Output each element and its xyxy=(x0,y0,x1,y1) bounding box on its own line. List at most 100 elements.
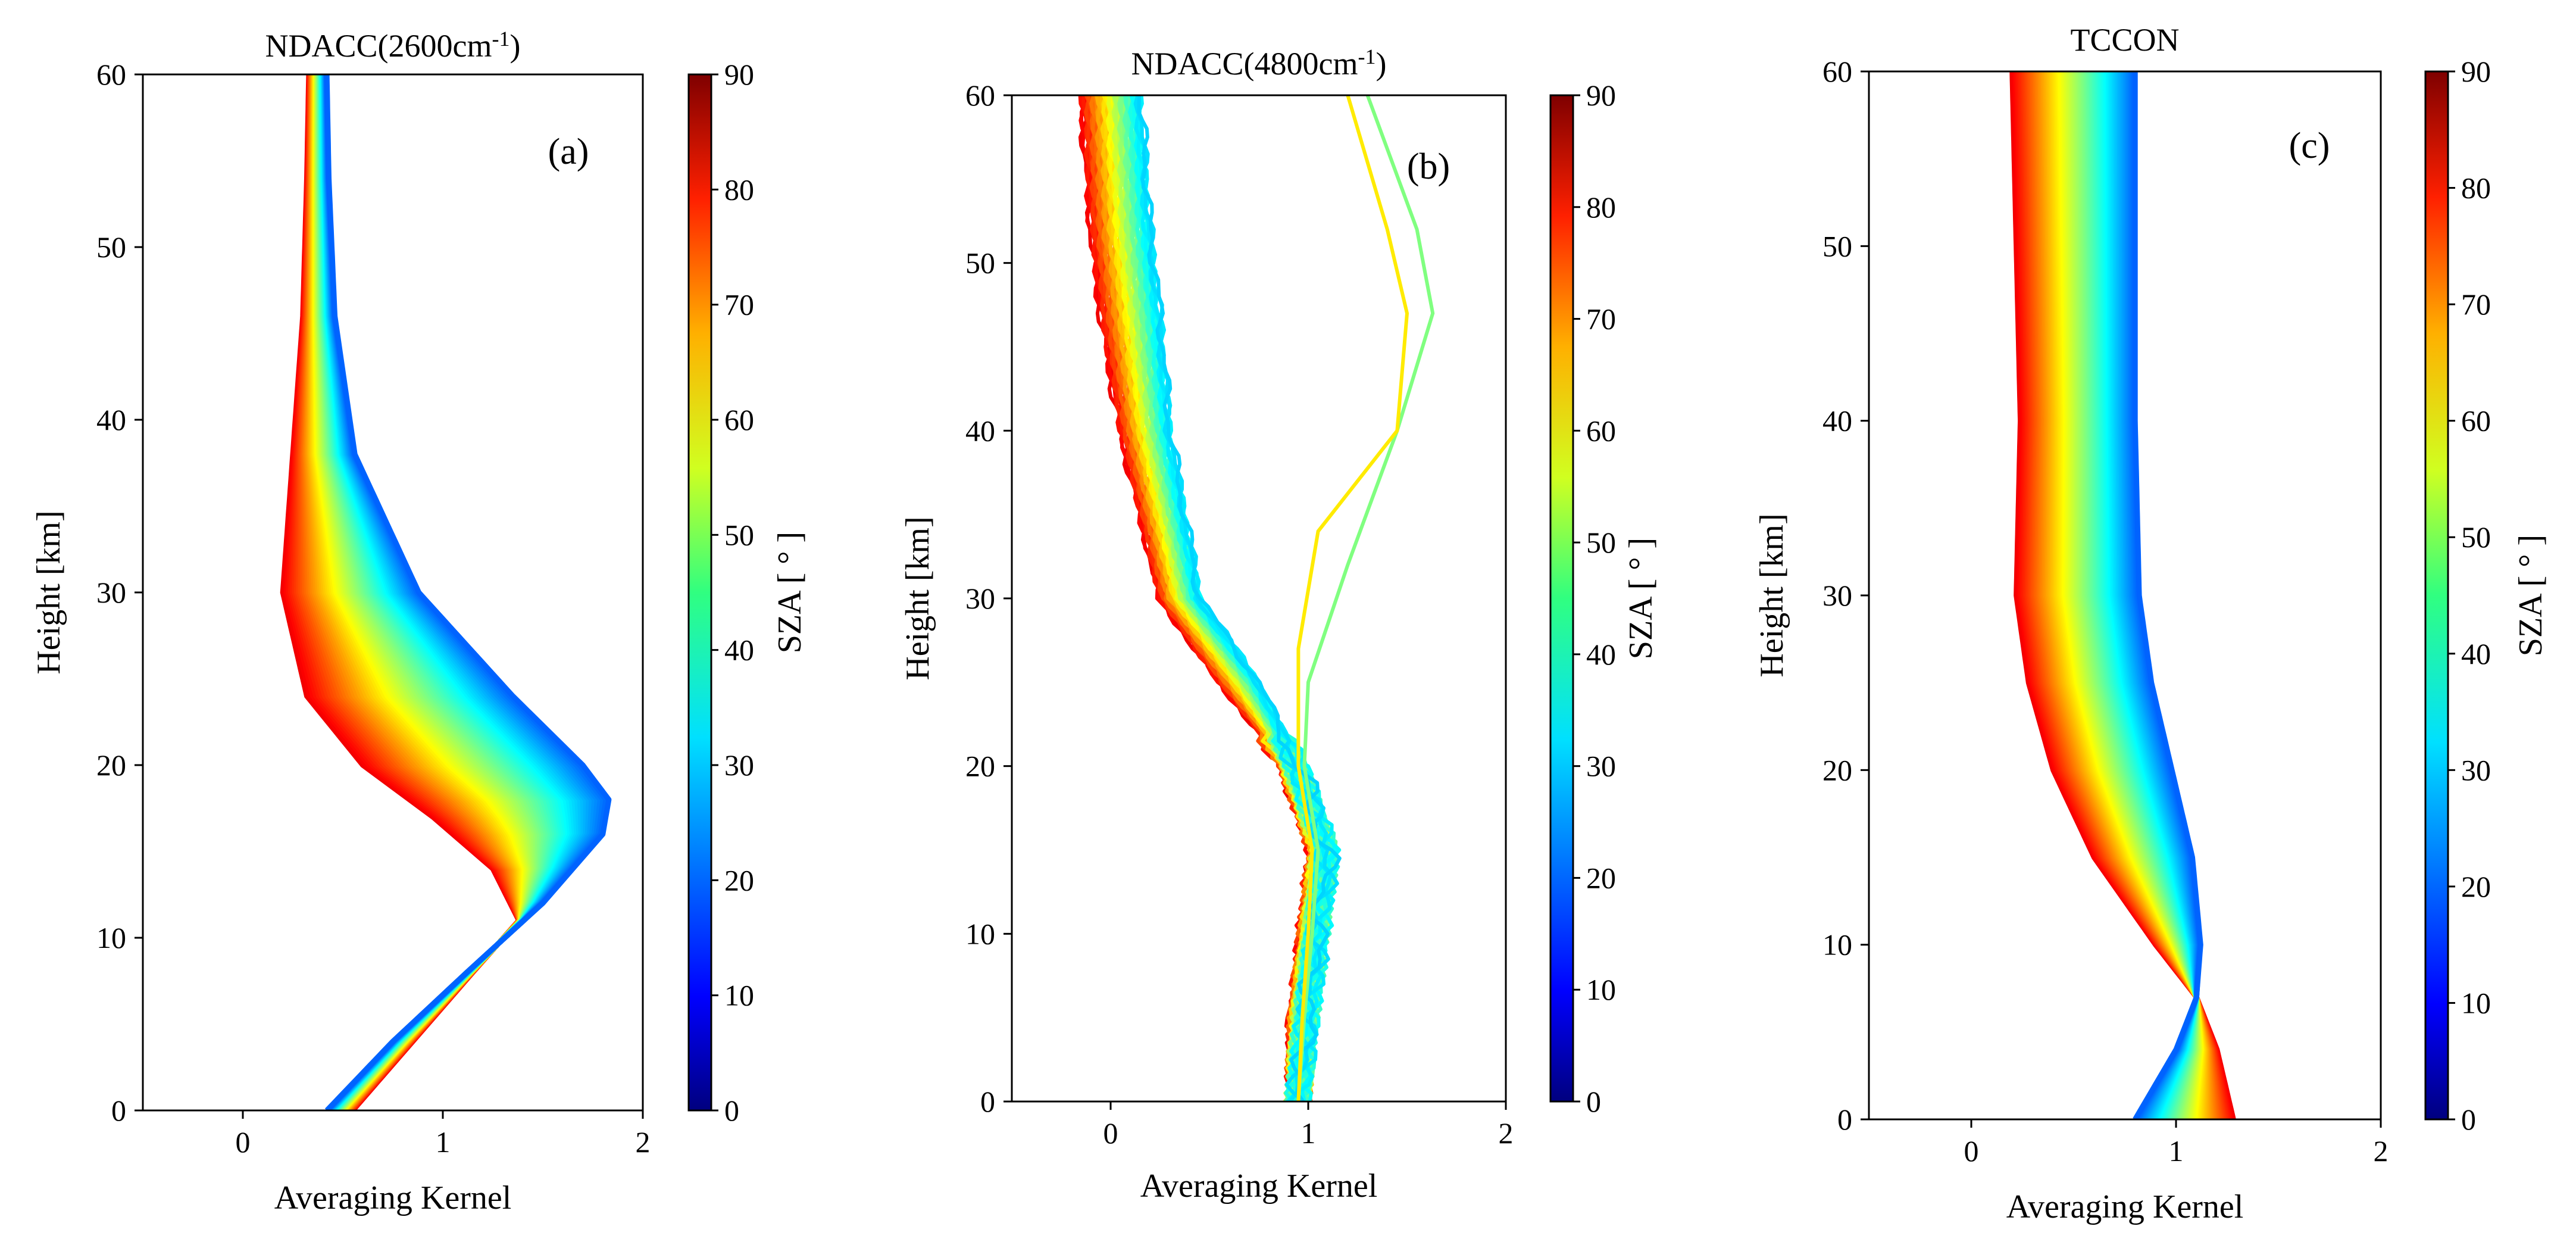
colorbar-tick-label: 90 xyxy=(724,58,754,91)
panel-b-colorbar xyxy=(1549,94,1574,1103)
y-tick-label: 60 xyxy=(965,79,995,112)
x-tick-label: 1 xyxy=(1301,1116,1316,1150)
colorbar-tick-label: 40 xyxy=(2461,637,2491,670)
kernel-profile-line xyxy=(315,74,536,1110)
panel-b-frame xyxy=(1011,94,1507,1103)
panel-c-colorbar-label: SZA [ ° ] xyxy=(2512,535,2549,656)
y-tick-label: 20 xyxy=(965,750,995,783)
y-tick-label: 50 xyxy=(965,246,995,280)
kernel-profile-line xyxy=(1091,95,1328,1102)
colorbar-tick-label: 0 xyxy=(1586,1085,1601,1118)
x-tick-label: 2 xyxy=(2374,1134,2389,1168)
y-tick-label: 10 xyxy=(1822,928,1852,962)
y-tick-label: 0 xyxy=(980,1085,995,1118)
panel-b-xlabel: Averaging Kernel xyxy=(1140,1168,1378,1205)
panel-c-xlabel: Averaging Kernel xyxy=(2006,1188,2244,1225)
panel-b-title: NDACC(4800cm-1) xyxy=(1131,45,1387,82)
colorbar-tick-label: 50 xyxy=(724,518,754,551)
panel-a-title: NDACC(2600cm-1) xyxy=(265,27,521,64)
panel-a-curves xyxy=(280,74,612,1110)
panel-a-colorbar xyxy=(687,73,712,1112)
panel-a-xlabel: Averaging Kernel xyxy=(274,1180,512,1216)
colorbar-tick-label: 10 xyxy=(724,979,754,1012)
y-tick-label: 60 xyxy=(96,58,126,91)
colorbar-tick-label: 60 xyxy=(2461,404,2491,438)
y-tick-label: 30 xyxy=(96,576,126,609)
panel-c-ylabel: Height [km] xyxy=(1753,513,1790,677)
panel-c: 0 1 2 0 10 20 30 40 50 60 TCCON (c) Averaging Ke… xyxy=(1753,22,2549,1225)
panel-c-xticks: 0 1 2 xyxy=(1964,1119,2389,1168)
panel-c-label: (c) xyxy=(2289,126,2330,166)
colorbar-tick-label: 50 xyxy=(2461,520,2491,554)
colorbar-tick-label: 30 xyxy=(2461,753,2491,787)
panel-c-colorbar-ticks: 0 10 20 30 40 50 60 70 80 90 xyxy=(2448,55,2491,1136)
y-tick-label: 20 xyxy=(96,748,126,782)
y-tick-label: 40 xyxy=(96,403,126,436)
y-tick-label: 10 xyxy=(96,921,126,954)
panel-b-curves xyxy=(1078,95,1435,1102)
colorbar-tick-label: 30 xyxy=(1586,750,1616,783)
colorbar-tick-label: 30 xyxy=(724,748,754,782)
colorbar-tick-label: 70 xyxy=(2461,288,2491,321)
x-tick-label: 0 xyxy=(1103,1116,1118,1150)
x-tick-label: 0 xyxy=(1964,1134,1979,1168)
panel-a-colorbar-ticks: 0 10 20 30 40 50 60 70 80 90 xyxy=(711,58,754,1127)
kernel-profile-line xyxy=(2132,71,2203,1119)
kernel-outlier-line xyxy=(1296,95,1409,1102)
colorbar-tick-label: 50 xyxy=(1586,526,1616,559)
y-tick-label: 30 xyxy=(1822,579,1852,612)
panel-c-yticks: 0 10 20 30 40 50 60 xyxy=(1822,55,1869,1136)
y-tick-label: 0 xyxy=(1837,1103,1852,1136)
panel-a-colorbar-label: SZA [ ° ] xyxy=(771,532,808,653)
colorbar-tick-label: 0 xyxy=(2461,1103,2476,1136)
y-tick-label: 20 xyxy=(1822,753,1852,787)
colorbar-tick-label: 0 xyxy=(724,1094,739,1127)
colorbar-tick-label: 80 xyxy=(724,173,754,206)
colorbar-tick-label: 40 xyxy=(1586,638,1616,671)
colorbar-tick-label: 80 xyxy=(2461,171,2491,205)
panel-c-colorbar xyxy=(2424,70,2449,1121)
colorbar-tick-label: 20 xyxy=(724,863,754,897)
panel-a-ylabel: Height [km] xyxy=(30,510,67,674)
colorbar-tick-label: 60 xyxy=(1586,414,1616,447)
colorbar-tick-label: 20 xyxy=(2461,870,2491,903)
colorbar-tick-label: 40 xyxy=(724,634,754,667)
x-tick-label: 1 xyxy=(2169,1134,2184,1168)
x-tick-label: 2 xyxy=(636,1125,651,1159)
colorbar-tick-label: 10 xyxy=(1586,973,1616,1006)
kernel-profile-line xyxy=(1133,95,1339,1102)
colorbar-tick-label: 70 xyxy=(1586,302,1616,336)
colorbar-tick-label: 20 xyxy=(1586,861,1616,894)
y-tick-label: 40 xyxy=(1822,404,1852,438)
colorbar-tick-label: 80 xyxy=(1586,191,1616,224)
colorbar-tick-label: 90 xyxy=(1586,79,1616,112)
panel-b-yticks: 0 10 20 30 40 50 60 xyxy=(965,79,1012,1118)
panel-b-label: (b) xyxy=(1407,146,1450,187)
colorbar-tick-label: 10 xyxy=(2461,986,2491,1019)
y-tick-label: 0 xyxy=(111,1094,126,1127)
panel-b-xticks: 0 1 2 xyxy=(1103,1102,1514,1150)
colorbar-tick-label: 60 xyxy=(724,403,754,436)
x-tick-label: 1 xyxy=(436,1125,451,1159)
y-tick-label: 50 xyxy=(96,230,126,264)
y-tick-label: 10 xyxy=(965,917,995,950)
panel-c-curves xyxy=(2009,71,2236,1119)
panel-b: 0 1 2 0 10 20 30 40 50 60 NDACC(4800cm-1) (b) Av… xyxy=(899,45,1659,1205)
panel-c-title: TCCON xyxy=(2070,22,2179,58)
panel-b-ylabel: Height [km] xyxy=(899,516,936,680)
panel-a: 0 1 2 0 10 20 30 40 50 60 NDACC(2600cm-1) (a) Av… xyxy=(30,27,808,1216)
colorbar-tick-label: 90 xyxy=(2461,55,2491,88)
colorbar-tick-label: 70 xyxy=(724,288,754,322)
panel-a-label: (a) xyxy=(548,132,589,172)
x-tick-label: 2 xyxy=(1499,1116,1514,1150)
kernel-profile-line xyxy=(324,74,612,1110)
y-tick-label: 30 xyxy=(965,582,995,615)
y-tick-label: 60 xyxy=(1822,55,1852,88)
x-tick-label: 0 xyxy=(236,1125,251,1159)
panel-b-colorbar-label: SZA [ ° ] xyxy=(1622,538,1659,659)
kernel-profile-line xyxy=(1137,95,1342,1102)
y-tick-label: 50 xyxy=(1822,229,1852,263)
kernel-outlier-line xyxy=(1296,95,1435,1102)
panel-b-colorbar-ticks: 0 10 20 30 40 50 60 70 80 90 xyxy=(1573,79,1616,1118)
